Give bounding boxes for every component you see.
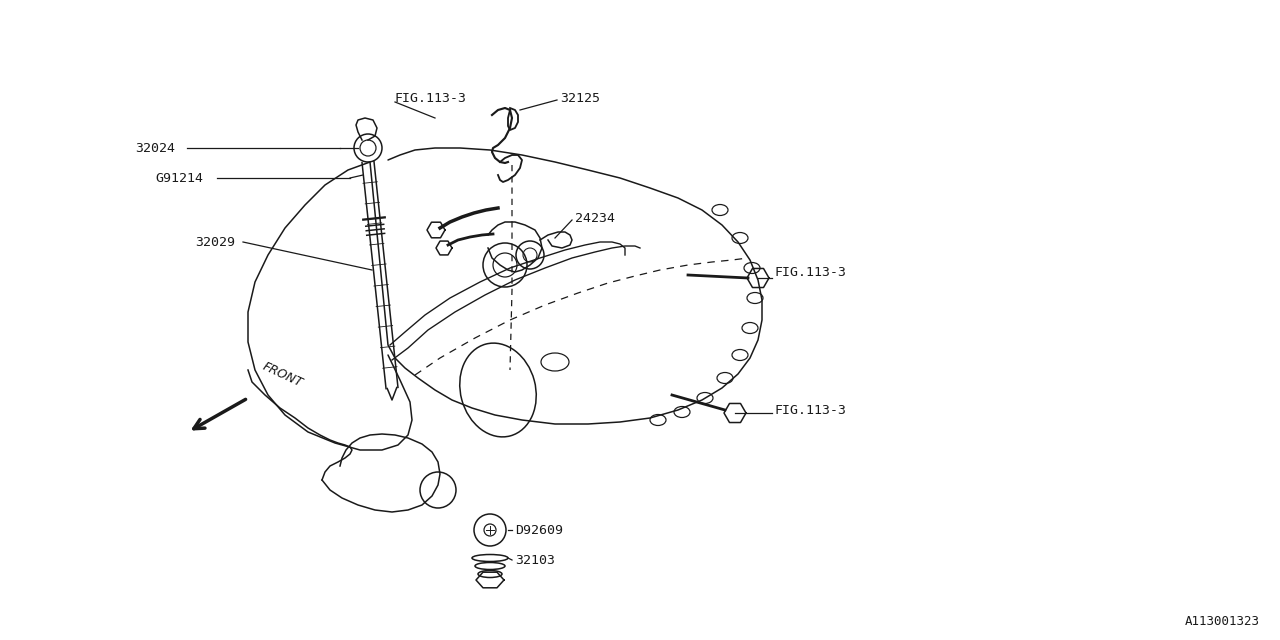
Text: G91214: G91214 xyxy=(155,172,204,184)
Text: FIG.113-3: FIG.113-3 xyxy=(396,92,467,104)
Text: A113001323: A113001323 xyxy=(1185,615,1260,628)
Text: D92609: D92609 xyxy=(515,524,563,536)
Text: 32024: 32024 xyxy=(134,141,175,154)
Text: FRONT: FRONT xyxy=(260,360,305,390)
Text: 32103: 32103 xyxy=(515,554,556,566)
Text: 32029: 32029 xyxy=(195,236,236,248)
Text: FIG.113-3: FIG.113-3 xyxy=(774,403,847,417)
Text: 32125: 32125 xyxy=(561,92,600,104)
Text: 24234: 24234 xyxy=(575,211,614,225)
Text: FIG.113-3: FIG.113-3 xyxy=(774,266,847,278)
